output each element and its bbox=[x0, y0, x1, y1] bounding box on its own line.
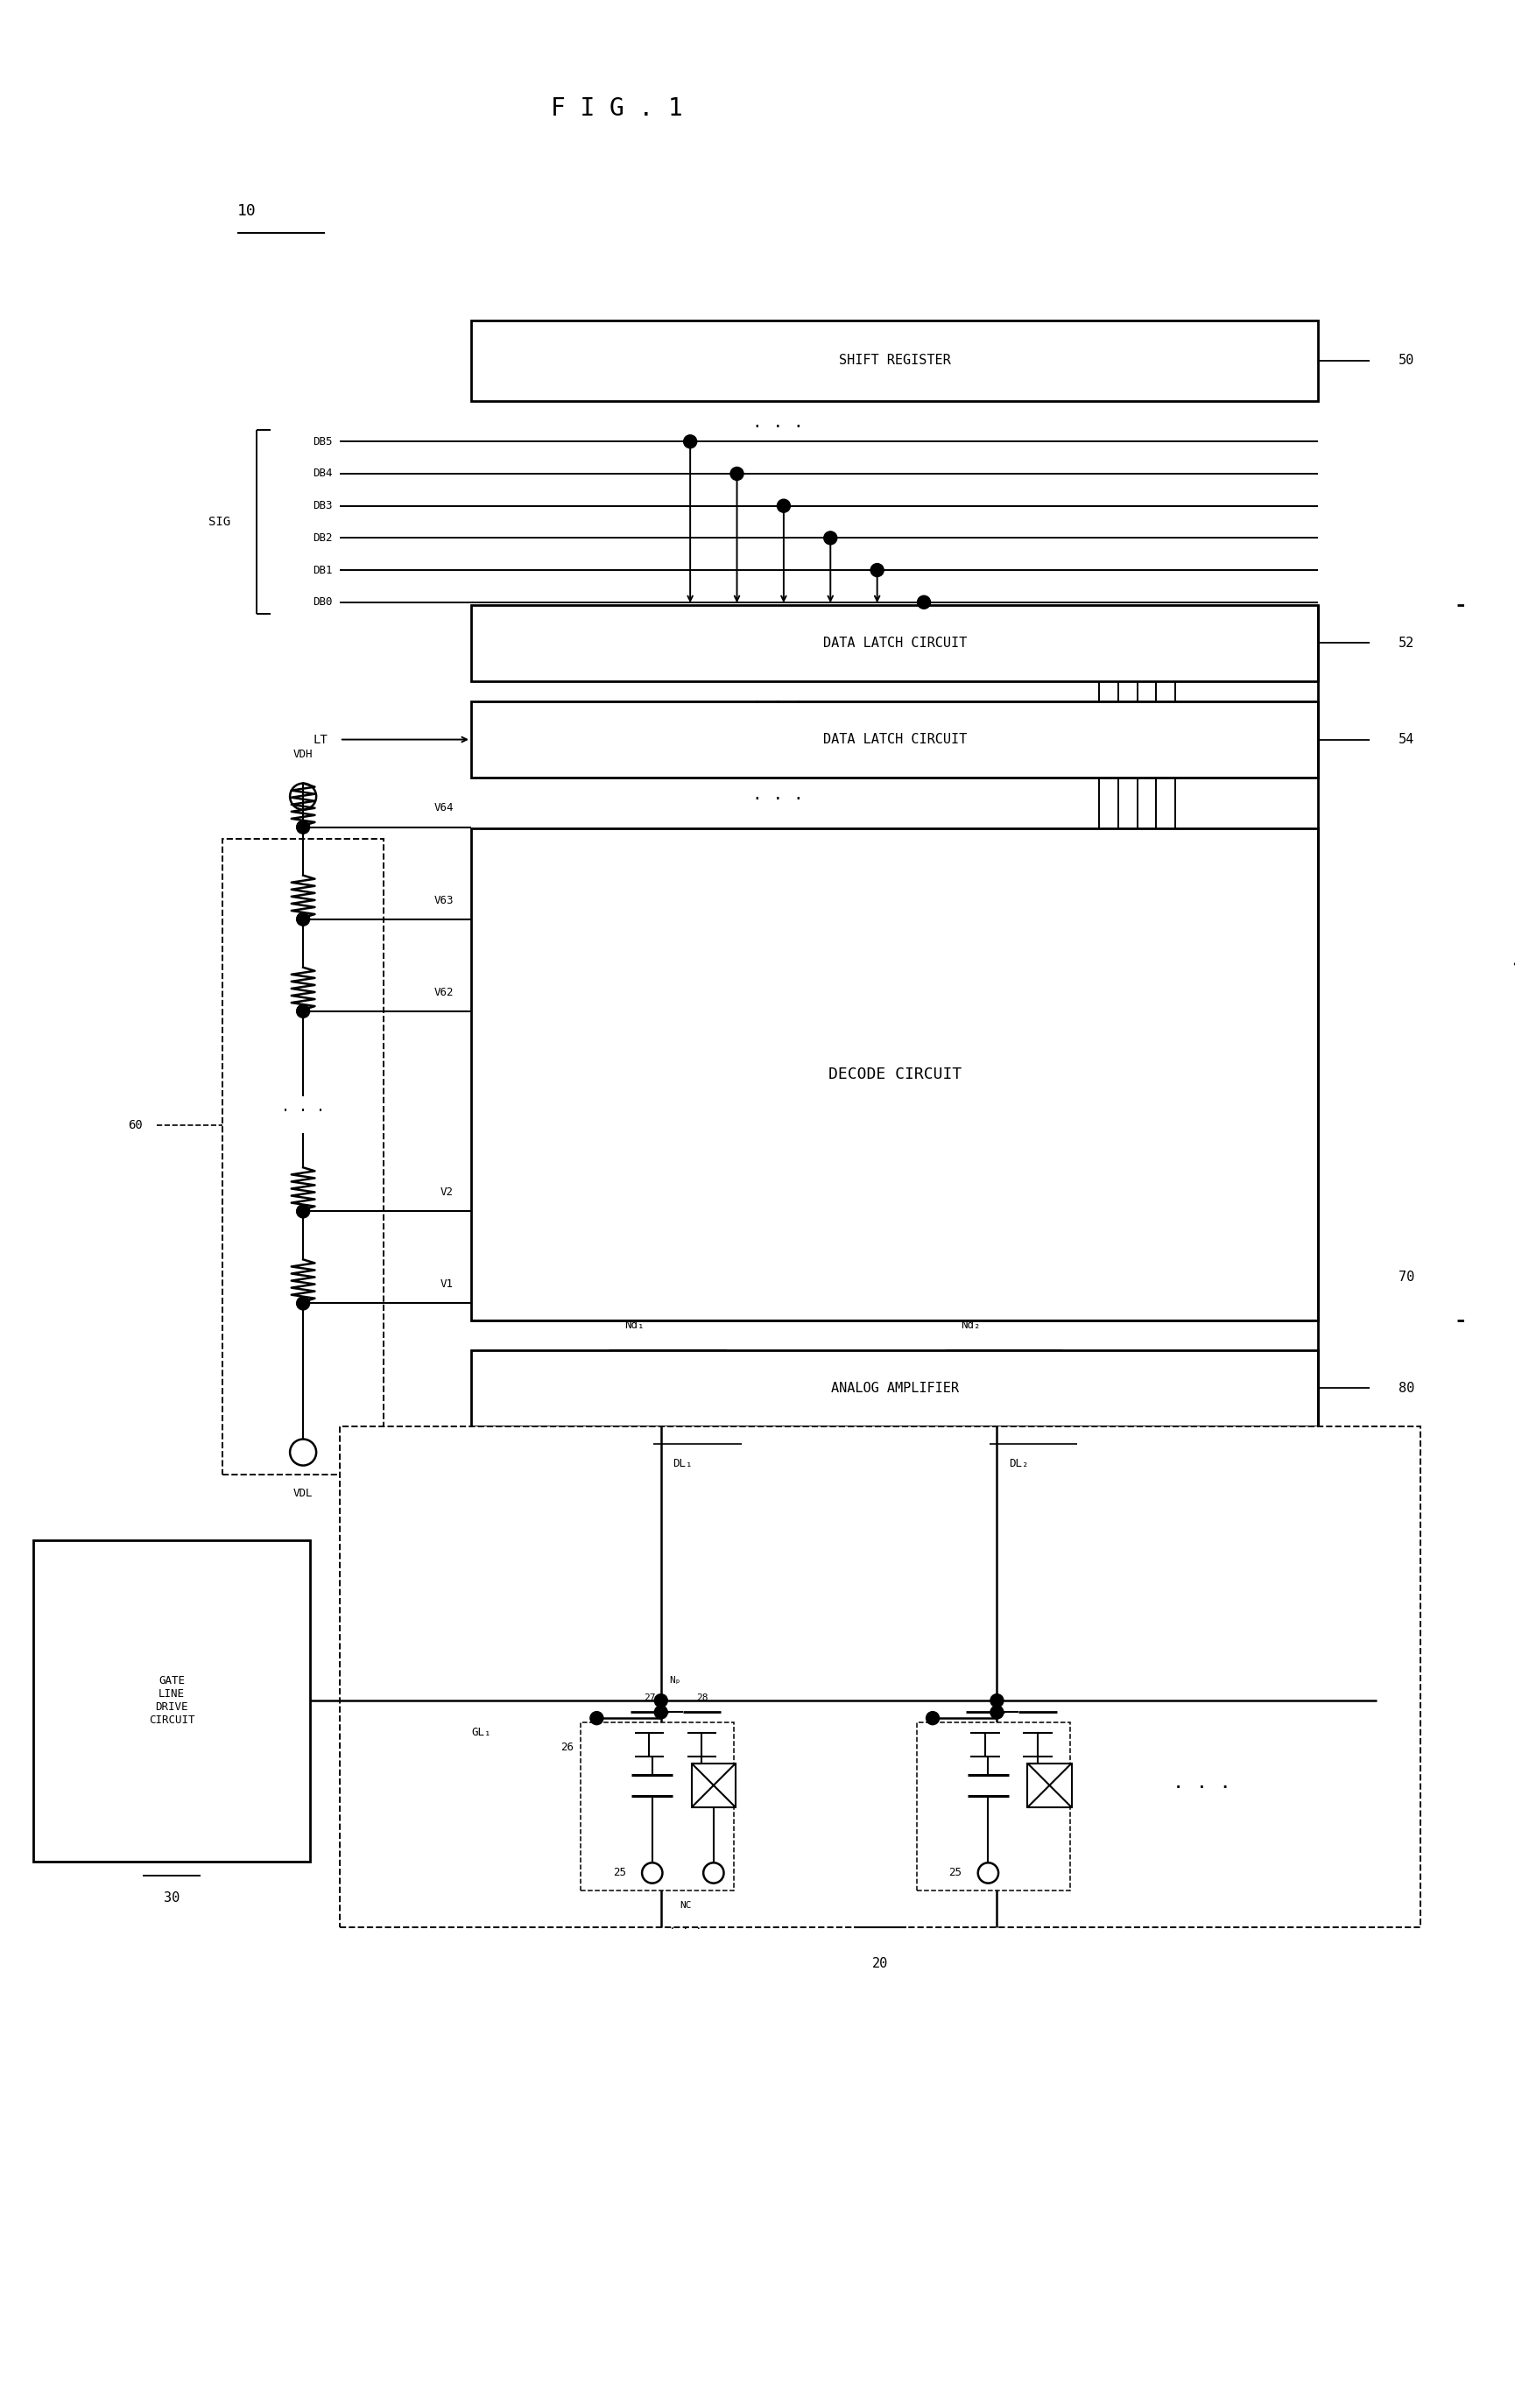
Bar bbox=[471, 1351, 1318, 1426]
Circle shape bbox=[870, 563, 883, 576]
Circle shape bbox=[297, 1204, 309, 1218]
Text: 27: 27 bbox=[642, 1693, 654, 1702]
Text: V63: V63 bbox=[433, 893, 453, 905]
Text: 25: 25 bbox=[948, 1866, 962, 1878]
Circle shape bbox=[589, 1712, 603, 1724]
Bar bbox=[1027, 1763, 1071, 1808]
Text: 80: 80 bbox=[1398, 1382, 1413, 1394]
Text: 60: 60 bbox=[127, 1120, 142, 1132]
Text: SHIFT REGISTER: SHIFT REGISTER bbox=[838, 354, 950, 366]
Text: ANALOG AMPLIFIER: ANALOG AMPLIFIER bbox=[830, 1382, 957, 1394]
Bar bbox=[691, 1763, 735, 1808]
Circle shape bbox=[654, 1705, 667, 1719]
Text: DL₁: DL₁ bbox=[673, 1459, 692, 1469]
Circle shape bbox=[297, 1298, 309, 1310]
Text: DB5: DB5 bbox=[312, 436, 332, 448]
Bar bbox=[580, 1722, 733, 1890]
Text: DECODE CIRCUIT: DECODE CIRCUIT bbox=[827, 1067, 961, 1084]
Text: · · ·: · · · bbox=[751, 419, 803, 436]
Circle shape bbox=[297, 1004, 309, 1019]
Text: NC: NC bbox=[680, 1900, 691, 1910]
Circle shape bbox=[297, 913, 309, 925]
Circle shape bbox=[989, 1705, 1003, 1719]
Text: DATA LATCH CIRCUIT: DATA LATCH CIRCUIT bbox=[823, 636, 967, 650]
Text: V62: V62 bbox=[433, 987, 453, 997]
Text: · · ·: · · · bbox=[282, 1103, 324, 1120]
Circle shape bbox=[823, 532, 836, 544]
Circle shape bbox=[917, 595, 930, 609]
Text: 26: 26 bbox=[561, 1741, 573, 1753]
Text: 70: 70 bbox=[1398, 1271, 1413, 1283]
Text: GATE
LINE
DRIVE
CIRCUIT: GATE LINE DRIVE CIRCUIT bbox=[148, 1676, 194, 1727]
Text: 30: 30 bbox=[164, 1890, 179, 1905]
Bar bbox=[471, 604, 1318, 681]
Bar bbox=[339, 1426, 1420, 1926]
Circle shape bbox=[926, 1712, 939, 1724]
Bar bbox=[471, 320, 1318, 400]
Text: Nd₂: Nd₂ bbox=[961, 1320, 980, 1332]
Bar bbox=[917, 1722, 1070, 1890]
Text: DB1: DB1 bbox=[312, 563, 332, 576]
Circle shape bbox=[297, 821, 309, 833]
Circle shape bbox=[730, 467, 742, 479]
Text: DB2: DB2 bbox=[312, 532, 332, 544]
Text: DATA LATCH CIRCUIT: DATA LATCH CIRCUIT bbox=[823, 732, 967, 746]
Text: · · ·: · · · bbox=[751, 792, 803, 807]
Text: 28: 28 bbox=[695, 1693, 708, 1702]
Text: · · ·: · · · bbox=[751, 694, 803, 710]
Text: V1: V1 bbox=[441, 1279, 453, 1291]
Text: 50: 50 bbox=[1398, 354, 1413, 366]
Text: LT: LT bbox=[314, 734, 327, 746]
Text: DB0: DB0 bbox=[312, 597, 332, 607]
Bar bbox=[471, 701, 1318, 778]
Text: Nₚ: Nₚ bbox=[670, 1676, 682, 1686]
Text: 40: 40 bbox=[1512, 956, 1515, 970]
Circle shape bbox=[777, 498, 789, 513]
Bar bbox=[33, 1541, 311, 1861]
Text: V2: V2 bbox=[441, 1187, 453, 1199]
Bar bbox=[471, 828, 1318, 1322]
Text: 25: 25 bbox=[612, 1866, 626, 1878]
Text: 54: 54 bbox=[1398, 732, 1413, 746]
Text: DB4: DB4 bbox=[312, 467, 332, 479]
Text: · · ·: · · · bbox=[1171, 1780, 1230, 1796]
Text: Nd₁: Nd₁ bbox=[624, 1320, 644, 1332]
Text: F I G . 1: F I G . 1 bbox=[551, 96, 683, 120]
Circle shape bbox=[989, 1695, 1003, 1707]
Text: DB3: DB3 bbox=[312, 501, 332, 510]
Circle shape bbox=[683, 436, 697, 448]
Text: VDL: VDL bbox=[292, 1488, 312, 1498]
Text: VDH: VDH bbox=[292, 749, 312, 761]
Text: V64: V64 bbox=[433, 802, 453, 814]
Text: 20: 20 bbox=[871, 1958, 888, 1970]
Text: 10: 10 bbox=[238, 202, 256, 219]
Text: GL₁: GL₁ bbox=[471, 1727, 491, 1739]
Text: DL₂: DL₂ bbox=[1007, 1459, 1027, 1469]
Text: 52: 52 bbox=[1398, 636, 1413, 650]
Text: · · ·: · · · bbox=[670, 1922, 701, 1934]
Text: SIG: SIG bbox=[208, 515, 230, 527]
Circle shape bbox=[654, 1695, 667, 1707]
Bar bbox=[223, 838, 383, 1474]
